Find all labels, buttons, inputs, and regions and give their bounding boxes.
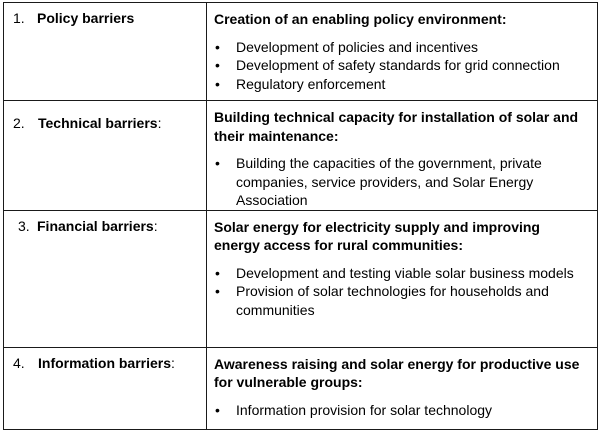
barrier-cell: 4. Information barriers:: [3, 346, 207, 430]
row-number: 2.: [13, 115, 25, 131]
list-item-text: Regulatory enforcement: [236, 75, 386, 92]
barrier-label: 1. Policy barriers: [4, 3, 206, 27]
barrier-label: 2. Technical barriers:: [4, 101, 206, 132]
table-row-information: 4. Information barriers: Awareness raisin…: [3, 346, 598, 430]
list-item-text: Provision of solar technologies for hous…: [236, 283, 549, 318]
barrier-label: 3. Financial barriers:: [4, 211, 206, 235]
solution-cell: Solar energy for electricity supply and …: [206, 209, 598, 348]
barrier-name: Policy barriers: [37, 10, 135, 26]
solution-cell: Awareness raising and solar energy for p…: [206, 346, 598, 430]
row-number: 3.: [18, 217, 30, 234]
list-item-text: Development of safety standards for grid…: [236, 57, 560, 73]
solution-heading: Building technical capacity for installa…: [214, 109, 579, 144]
list-item-text: Development and testing viable solar bus…: [236, 264, 574, 281]
row-number: 1.: [13, 10, 25, 26]
solution-heading: Solar energy for electricity supply and …: [214, 218, 540, 254]
bullet-icon: •: [215, 264, 220, 281]
list-item-text: Information provision for solar technolo…: [236, 401, 493, 418]
barrier-colon: :: [171, 354, 175, 371]
solution-list: • Development and testing viable solar bu…: [207, 264, 597, 320]
solution-heading: Awareness raising and solar energy for p…: [214, 355, 580, 391]
barrier-colon: :: [157, 115, 162, 131]
list-item: • Building the capacities of the governme…: [214, 154, 589, 210]
solution-list: • Building the capacities of the governme…: [207, 154, 597, 210]
list-item: • Regulatory enforcement: [214, 75, 589, 94]
barrier-name: Financial barriers: [37, 217, 154, 234]
barriers-table: 1. Policy barriers Creation of an enablin…: [3, 2, 598, 430]
row-number: 4.: [13, 354, 25, 371]
bullet-icon: •: [215, 401, 220, 418]
bullet-icon: •: [215, 57, 220, 73]
list-item: • Provision of solar technologies for hou…: [214, 282, 589, 319]
solution-list: • Development of policies and incentives …: [207, 38, 597, 94]
barrier-name: Technical barriers: [38, 115, 158, 131]
barrier-cell: 2. Technical barriers:: [3, 100, 207, 211]
bullet-icon: •: [215, 75, 220, 92]
bullet-icon: •: [215, 155, 220, 171]
list-item: • Development and testing viable solar bu…: [214, 264, 589, 283]
table-row-technical: 2. Technical barriers: Building technical…: [3, 100, 598, 211]
list-item: • Development of policies and incentives: [214, 38, 589, 57]
barrier-cell: 1. Policy barriers: [3, 2, 207, 101]
bullet-icon: •: [215, 38, 220, 55]
table-row-policy: 1. Policy barriers Creation of an enablin…: [3, 2, 598, 101]
solution-heading: Creation of an enabling policy environme…: [214, 11, 507, 27]
list-item: • Information provision for solar technol…: [214, 401, 589, 420]
solution-list: • Information provision for solar technol…: [207, 401, 597, 420]
solution-cell: Building technical capacity for installa…: [206, 100, 598, 211]
barrier-label: 4. Information barriers:: [4, 348, 206, 372]
barrier-name: Information barriers: [38, 354, 172, 371]
table-row-financial: 3. Financial barriers: Solar energy for e…: [3, 209, 598, 348]
list-item-text: Building the capacities of the governmen…: [236, 155, 542, 208]
barrier-colon: :: [153, 217, 158, 234]
bullet-icon: •: [215, 283, 220, 299]
list-item: • Development of safety standards for gri…: [214, 56, 589, 75]
barrier-cell: 3. Financial barriers:: [3, 209, 207, 348]
solution-cell: Creation of an enabling policy environme…: [206, 2, 598, 101]
list-item-text: Development of policies and incentives: [236, 38, 479, 55]
